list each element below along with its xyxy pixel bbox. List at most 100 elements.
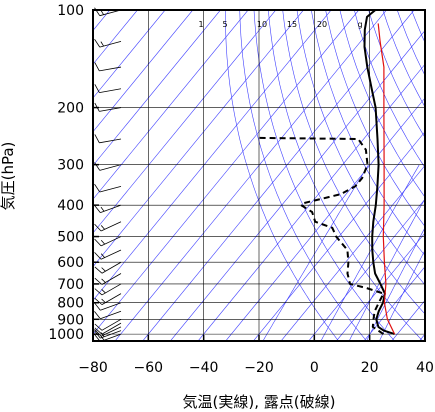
- wind-barb-staff: [99, 66, 122, 72]
- isotherm-line: [253, 131, 425, 341]
- dry-adiabat-line: [225, 10, 339, 341]
- x-tick-label: 20: [361, 360, 379, 376]
- wind-barb-staff: [99, 138, 122, 144]
- dry-adiabat-line: [354, 10, 425, 169]
- wind-barb-staff: [100, 302, 122, 311]
- wind-barb: [94, 273, 122, 285]
- wind-barb-flag: [94, 204, 101, 213]
- wind-barb-staff: [99, 185, 122, 193]
- dry-adiabat-line: [296, 10, 425, 286]
- wind-barb-flag: [94, 252, 102, 260]
- x-axis-title: 気温(実線), 露点(破線): [183, 393, 336, 411]
- wind-barb-flag: [94, 38, 101, 48]
- wind-barb-flag: [94, 162, 101, 171]
- wind-barb-staff: [100, 326, 122, 337]
- wind-barb-flag: [94, 288, 103, 296]
- wind-barb: [94, 62, 122, 72]
- wind-barb-staff: [99, 88, 122, 93]
- y-tick-label: 600: [57, 255, 84, 271]
- wind-barb-half-flag: [101, 298, 106, 303]
- mixing-ratio-line: [348, 198, 425, 341]
- wind-barb: [94, 310, 122, 320]
- wind-barb-staff: [101, 322, 122, 335]
- mixing-ratio-label: 20: [317, 20, 327, 29]
- wind-barb: [94, 261, 122, 274]
- wind-barb-staff: [99, 107, 122, 112]
- y-tick-label: 100: [57, 3, 84, 19]
- dry-adiabat-line: [268, 10, 423, 341]
- y-axis-title: 気圧(hPa): [0, 142, 17, 211]
- dry-adiabat-line: [311, 10, 425, 257]
- wind-barb-flag: [94, 183, 101, 193]
- dry-adiabat-line: [339, 10, 425, 198]
- wind-barb-flag: [94, 134, 100, 143]
- wind-barb-half-flag: [101, 278, 106, 283]
- profile-lines: [259, 10, 396, 336]
- wind-barb-half-flag: [100, 41, 104, 47]
- wind-barb-half-flag: [100, 206, 105, 212]
- dry-adiabat-line: [239, 10, 367, 341]
- isotherm-line: [93, 10, 332, 301]
- mixing-ratio-label: 5: [222, 20, 227, 29]
- temperature-line: [363, 10, 395, 336]
- y-tick-label: 400: [57, 198, 84, 214]
- x-tick-label: −20: [244, 360, 274, 376]
- isotherm-line: [93, 10, 277, 234]
- dry-adiabat-line: [282, 10, 425, 315]
- wind-barb-flag: [94, 298, 103, 305]
- wind-barb-half-flag: [100, 335, 105, 341]
- wind-barb: [94, 293, 122, 305]
- wind-barb-flag: [94, 238, 102, 247]
- isotherm-line: [93, 10, 304, 268]
- mixing-ratio-line: [379, 249, 425, 341]
- dry-adiabat-line: [325, 10, 425, 227]
- isotherm-line: [225, 97, 425, 341]
- y-tick-label: 500: [57, 230, 84, 246]
- isotherm-line: [308, 198, 425, 341]
- wind-barb-staff: [101, 318, 122, 331]
- wind-barb-staff: [100, 310, 122, 320]
- wind-barb: [94, 326, 122, 337]
- y-tick-label: 1000: [48, 327, 84, 343]
- wind-barb-half-flag: [101, 267, 106, 272]
- wind-barb: [94, 283, 122, 296]
- mixing-ratio-line: [262, 164, 369, 341]
- mixing-ratio-line: [320, 164, 420, 341]
- isotherm-line: [142, 10, 415, 341]
- isotherm-line: [93, 10, 221, 166]
- x-tick-label: 0: [310, 360, 319, 376]
- wind-barb-flag: [94, 311, 101, 320]
- mixing-ratio-labels: 1 5 10 15 20 g: [198, 20, 362, 29]
- isotherm-line: [93, 10, 194, 133]
- isotherm-line: [114, 10, 387, 341]
- x-axis-ticks: −80 −60 −40 −20 0 20 40: [78, 335, 434, 376]
- isotherm-line: [93, 10, 249, 200]
- x-tick-label: −40: [189, 360, 219, 376]
- mixing-ratio-label: 10: [257, 20, 267, 29]
- wind-barb: [94, 318, 122, 331]
- wind-barb-flag: [94, 327, 103, 335]
- wind-barb: [94, 38, 122, 48]
- y-tick-label: 900: [57, 312, 84, 328]
- wind-barb-half-flag: [100, 253, 105, 258]
- wind-barb-flag: [94, 223, 102, 232]
- wind-barb-half-flag: [100, 240, 105, 245]
- y-tick-label: 200: [57, 101, 84, 117]
- wind-barbs: [94, 7, 122, 343]
- wind-barb-flag: [94, 302, 101, 311]
- x-tick-label: 40: [416, 360, 434, 376]
- isotherm-line: [93, 10, 360, 335]
- background-lines: [93, 10, 425, 341]
- wind-barb: [94, 302, 122, 311]
- x-tick-label: −60: [134, 360, 164, 376]
- wind-barb: [94, 183, 122, 193]
- wind-barb-flag: [94, 277, 103, 285]
- mixing-ratio-line: [366, 226, 425, 341]
- mixing-ratio-label: 15: [287, 20, 297, 29]
- wind-barb-flag: [94, 323, 103, 331]
- wind-barb: [94, 84, 122, 93]
- parcel-line: [377, 23, 396, 335]
- mixing-ratio-label: g: [357, 20, 362, 29]
- wind-barb-staff: [99, 164, 122, 171]
